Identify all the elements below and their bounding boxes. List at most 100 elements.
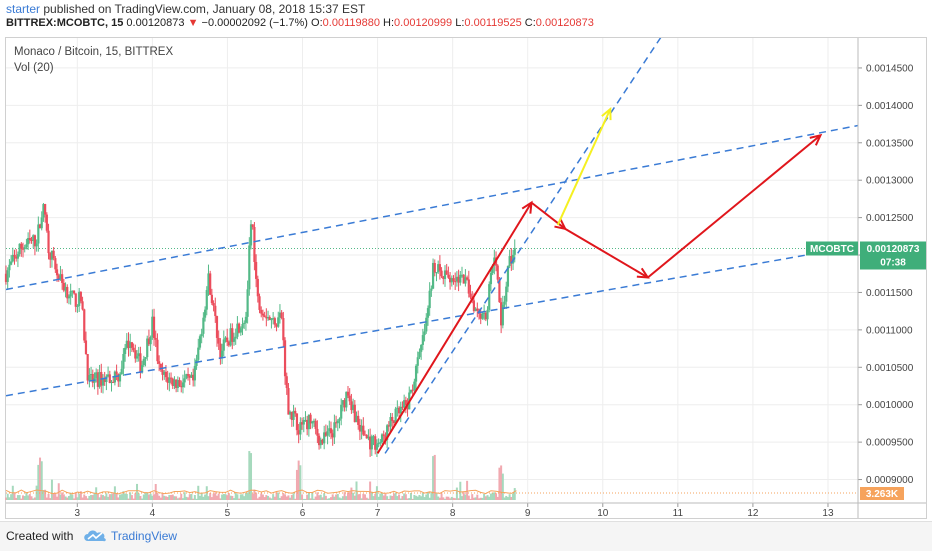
volume-bar [234,492,237,500]
volume-bar [91,495,94,500]
x-tick-label: 9 [525,508,531,519]
candle-body [134,350,137,359]
candle-body [69,291,72,297]
candle-body [192,374,195,381]
volume-bar [331,494,334,500]
candle-body [510,256,513,264]
candle-body [333,422,336,438]
candle-body [370,436,373,450]
volume-bar [166,496,169,500]
volume-ma-line [5,489,517,495]
candle-body [316,428,319,436]
volume-bar [289,497,292,500]
candle-body [147,338,151,345]
volume-bar [506,497,509,500]
annotation-arrows [376,107,823,454]
candle-body [57,275,60,280]
candle-body [95,372,98,379]
volume-indicator-label[interactable]: Vol (20) [14,62,54,74]
candle-body [423,331,426,336]
volume-bar [100,494,103,500]
volume-bar [512,493,515,500]
volume-bar [183,492,186,500]
y-tick-label: 0.0009000 [866,475,914,486]
candle-body [297,430,300,435]
volume-bar [47,494,50,500]
y-tick-label: 0.0010500 [866,363,914,374]
candle-body [334,422,338,424]
candle-body [103,378,106,383]
volume-bar [481,497,484,500]
candle-body [287,388,290,415]
volume-bar [392,493,395,500]
candle-body [491,265,494,273]
candle-body [307,414,310,430]
candle-body [299,422,302,435]
volume-bar [96,494,99,500]
volume-bar [367,498,370,500]
volume-bar [483,493,486,500]
candle-body [44,204,47,215]
volume-bar [398,494,401,500]
volume-bar [275,492,278,500]
volume-bar [129,492,132,500]
high-label: H: [383,17,395,29]
candle-body [176,380,179,388]
candle-body [401,406,404,408]
volume-bar [59,494,62,500]
candle-body [365,434,368,439]
volume-bar [224,494,227,500]
volume-tag [860,487,904,500]
price-chart[interactable]: 0.0009000 0.0009500 0.0010000 0.0010500 0.00… [0,0,932,520]
volume-bar [210,497,213,500]
candle-body [96,372,99,387]
publisher-username[interactable]: starter [6,2,41,16]
open-label: O: [311,17,323,29]
volume-bar [505,495,508,500]
candle-body [397,407,401,414]
candle-body [89,374,93,376]
candle-body [460,274,464,276]
candle-body [290,411,293,420]
volume-bar [478,498,481,500]
candle-body [363,434,367,436]
volume-bar [364,494,367,500]
volume-bar [171,494,174,500]
volume-bar [510,496,513,500]
candle-body [500,302,503,326]
volume-bar [66,497,69,500]
candle-body [404,400,407,406]
candle-body [76,305,79,307]
volume-bar [107,496,110,500]
candle-body [55,269,59,276]
candle-body [406,405,409,410]
volume-bar [292,493,295,500]
candle-body [23,247,26,250]
volume-bar [324,495,327,500]
volume-bar [270,498,273,500]
volume-bar [443,498,446,500]
x-tick-label: 10 [597,508,609,519]
candle-body [503,301,506,305]
volume-bar [212,493,215,500]
volume-bar [246,492,249,500]
candle-body [498,279,501,303]
candle-body [396,407,399,409]
volume-bar [49,498,52,500]
candle-body [200,333,203,337]
candle-body [108,374,111,384]
candle-body [117,373,120,382]
candle-body [261,313,265,316]
candle-body [452,278,455,282]
candle-body [268,317,271,321]
volume-bar [239,494,242,500]
volume-bar [8,497,11,500]
candle-body [224,337,227,340]
candle-body [212,303,215,306]
candle-body [382,434,385,436]
volume-bar [243,496,246,500]
volume-bar [445,496,448,500]
volume-bar [192,498,195,500]
volume-bar [84,496,87,500]
tradingview-brand[interactable]: TradingView [111,529,178,543]
